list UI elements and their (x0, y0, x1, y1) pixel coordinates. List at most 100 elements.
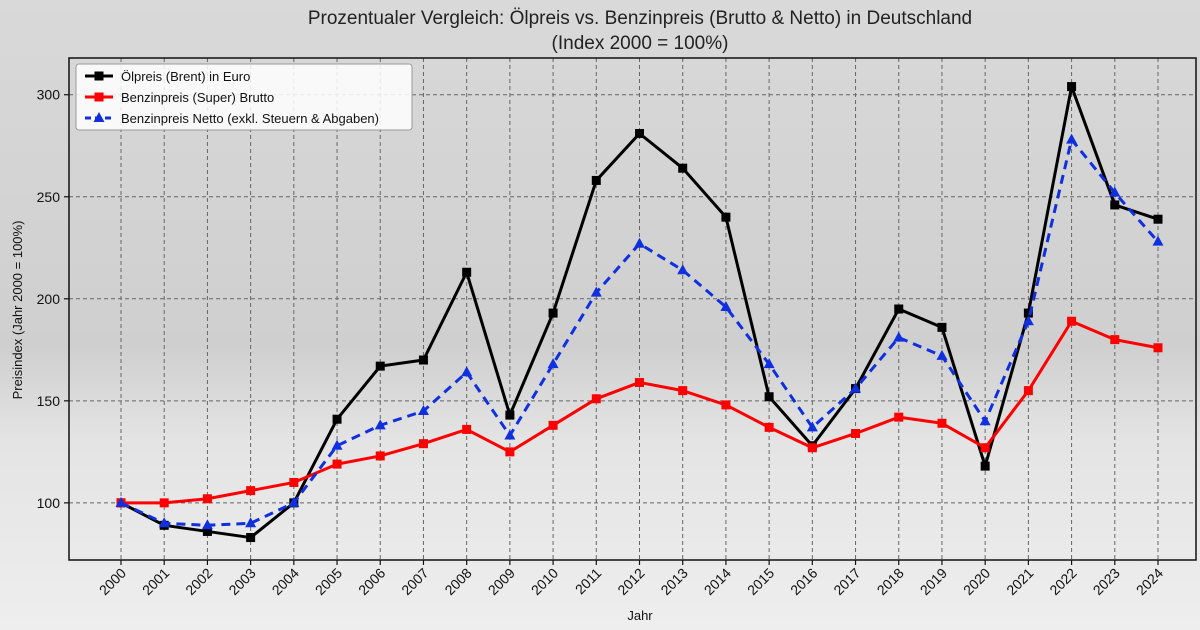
data-point (937, 322, 947, 332)
y-tick-label: 300 (37, 87, 61, 103)
data-point (634, 237, 645, 248)
data-point (115, 496, 127, 507)
data-point (936, 349, 948, 360)
grid-lines (69, 58, 1196, 560)
data-point (374, 419, 386, 430)
data-point (1023, 308, 1033, 318)
legend-item-3: Benzinpreis Netto (exkl. Steuern & Abgab… (85, 111, 379, 126)
x-tick-label: 2009 (485, 565, 518, 598)
data-point (159, 498, 169, 508)
legend-label: Benzinpreis Netto (exkl. Steuern & Abgab… (121, 111, 379, 126)
data-point (764, 392, 774, 402)
series-3 (115, 133, 1164, 530)
data-point (332, 459, 342, 469)
x-axis-label: Jahr (627, 608, 653, 623)
data-point (806, 421, 818, 432)
data-point (375, 451, 385, 461)
legend: Ölpreis (Brent) in Euro Benzinpreis (Supe… (75, 63, 413, 131)
legend-item-2: Benzinpreis (Super) Brutto (85, 90, 274, 105)
x-tick-label: 2021 (1003, 565, 1036, 598)
y-axis-label: Preisindex (Jahr 2000 = 100%) (10, 221, 25, 400)
data-point (201, 519, 213, 530)
data-point (979, 415, 991, 426)
data-point (721, 400, 731, 410)
data-point (288, 496, 300, 507)
data-point (548, 308, 558, 318)
data-point (417, 405, 429, 416)
data-point (1067, 316, 1077, 326)
data-point (202, 494, 212, 504)
data-point (851, 428, 861, 438)
data-point (850, 382, 862, 393)
data-point (158, 517, 170, 528)
y-tick-label: 100 (37, 495, 61, 511)
data-point (635, 377, 644, 387)
data-point (807, 443, 817, 453)
data-point (591, 175, 601, 185)
legend-label: Benzinpreis (Super) Brutto (121, 90, 274, 105)
data-point (505, 447, 515, 457)
data-point (1023, 386, 1033, 396)
x-tick-label: 2018 (874, 565, 907, 598)
x-tick-label: 2010 (528, 565, 561, 598)
data-point (332, 414, 342, 424)
x-tick-label: 2013 (657, 565, 690, 598)
data-point (635, 129, 644, 139)
data-point (1066, 133, 1078, 144)
data-point (462, 424, 472, 434)
data-point (462, 267, 472, 277)
x-tick-label: 2000 (96, 565, 129, 598)
x-tick-label: 2020 (960, 565, 993, 598)
data-point (1110, 200, 1120, 210)
data-point (763, 358, 775, 369)
data-point (246, 533, 256, 543)
data-point (721, 212, 731, 222)
data-point (937, 418, 947, 428)
data-point (547, 358, 559, 369)
x-tick-label: 2003 (225, 565, 258, 598)
data-point (1153, 214, 1163, 224)
data-point (548, 420, 558, 430)
legend-marker (94, 71, 104, 81)
data-point (1109, 186, 1121, 197)
x-tick-label: 2011 (572, 565, 605, 598)
x-tick-label: 2004 (269, 565, 302, 598)
series-group (115, 82, 1164, 543)
x-tick-label: 2007 (398, 565, 431, 598)
data-point (1067, 82, 1077, 92)
x-tick-label: 2014 (701, 565, 734, 598)
x-tick-label: 2015 (744, 565, 777, 598)
data-point (375, 361, 385, 371)
data-point (418, 355, 428, 365)
x-tick-label: 2017 (830, 565, 863, 598)
data-point (720, 300, 732, 311)
y-tick-label: 250 (37, 189, 61, 205)
legend-marker (93, 112, 105, 122)
data-point (245, 517, 257, 528)
data-point (894, 304, 904, 314)
data-point (980, 443, 990, 453)
chart-subtitle: (Index 2000 = 100%) (552, 33, 729, 54)
data-point (1110, 335, 1120, 345)
x-tick-label: 2022 (1046, 565, 1079, 598)
x-tick-label: 2006 (355, 565, 388, 598)
legend-marker (94, 92, 104, 102)
x-tick-label: 2002 (182, 565, 215, 598)
data-point (461, 366, 473, 377)
data-point (1153, 343, 1163, 353)
axis-ticks: 100 150 200 250 300 2000 2001 2002 2003 2004 2005 2… (37, 87, 1167, 598)
data-point (331, 439, 343, 450)
x-tick-label: 2019 (917, 565, 950, 598)
data-point (504, 429, 516, 440)
plot-frame (68, 57, 1197, 561)
x-tick-label: 2024 (1133, 565, 1166, 598)
data-point (289, 477, 299, 487)
data-point (678, 163, 688, 173)
legend-box (75, 63, 413, 131)
x-tick-label: 2023 (1090, 565, 1123, 598)
data-point (590, 286, 602, 297)
data-point (677, 264, 689, 275)
chart-title: Prozentualer Vergleich: Ölpreis vs. Benz… (308, 8, 972, 29)
data-point (246, 486, 256, 496)
y-tick-label: 200 (37, 291, 61, 307)
